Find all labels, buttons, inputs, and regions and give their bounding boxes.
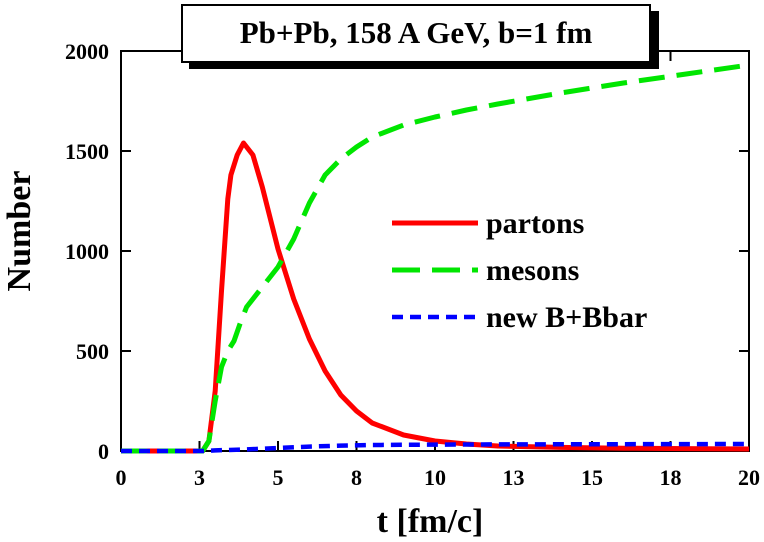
legend: partons mesons new B+Bbar — [392, 207, 647, 334]
title-box: Pb+Pb, 158 A GeV, b=1 fm — [181, 4, 659, 69]
y-tick-label: 1000 — [65, 239, 109, 264]
legend-label: new B+Bbar — [486, 301, 647, 334]
y-tick-label: 500 — [76, 339, 109, 364]
y-tick-label: 0 — [98, 439, 109, 464]
y-tick-label: 2000 — [65, 39, 109, 64]
series-layer — [121, 62, 750, 454]
x-tick-label: 3 — [194, 465, 205, 490]
series-line-mesons — [121, 62, 750, 454]
title-box-frame — [181, 4, 651, 63]
legend-label: mesons — [486, 254, 579, 287]
x-tick-label: 8 — [351, 465, 362, 490]
x-tick-label: 15 — [581, 465, 603, 490]
x-tick-label: 18 — [660, 465, 682, 490]
x-tick-label: 13 — [503, 465, 525, 490]
chart-title: Pb+Pb, 158 A GeV, b=1 fm — [240, 15, 593, 50]
series-line-new-b-bbar — [121, 441, 750, 454]
x-axis-title: t [fm/c] — [377, 503, 484, 540]
y-tick-label: 1500 — [65, 139, 109, 164]
x-tick-label: 5 — [273, 465, 284, 490]
x-tick-label: 0 — [116, 465, 127, 490]
legend-label: partons — [486, 207, 584, 240]
ticks: 0 3 5 8 10 13 15 18 20 0 500 1000 1500 2000 — [65, 39, 760, 490]
x-tick-label: 10 — [424, 465, 446, 490]
y-axis-title: Number — [1, 171, 38, 292]
series-line-partons — [121, 140, 750, 454]
x-tick-label: 20 — [738, 465, 760, 490]
